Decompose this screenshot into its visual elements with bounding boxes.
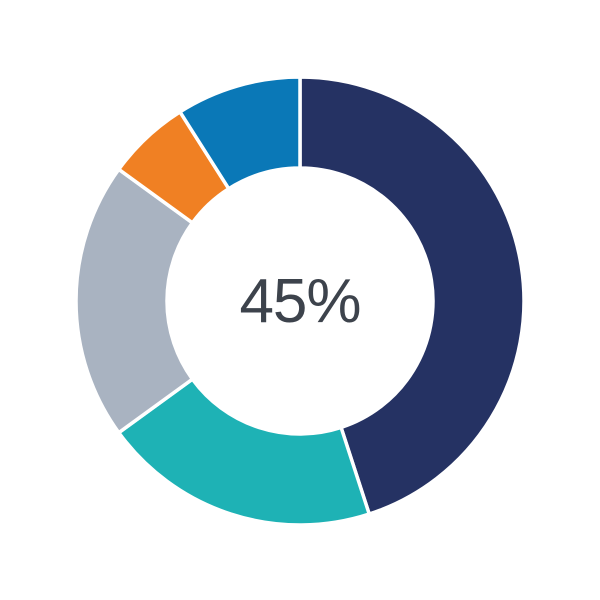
donut-hole <box>167 168 433 434</box>
